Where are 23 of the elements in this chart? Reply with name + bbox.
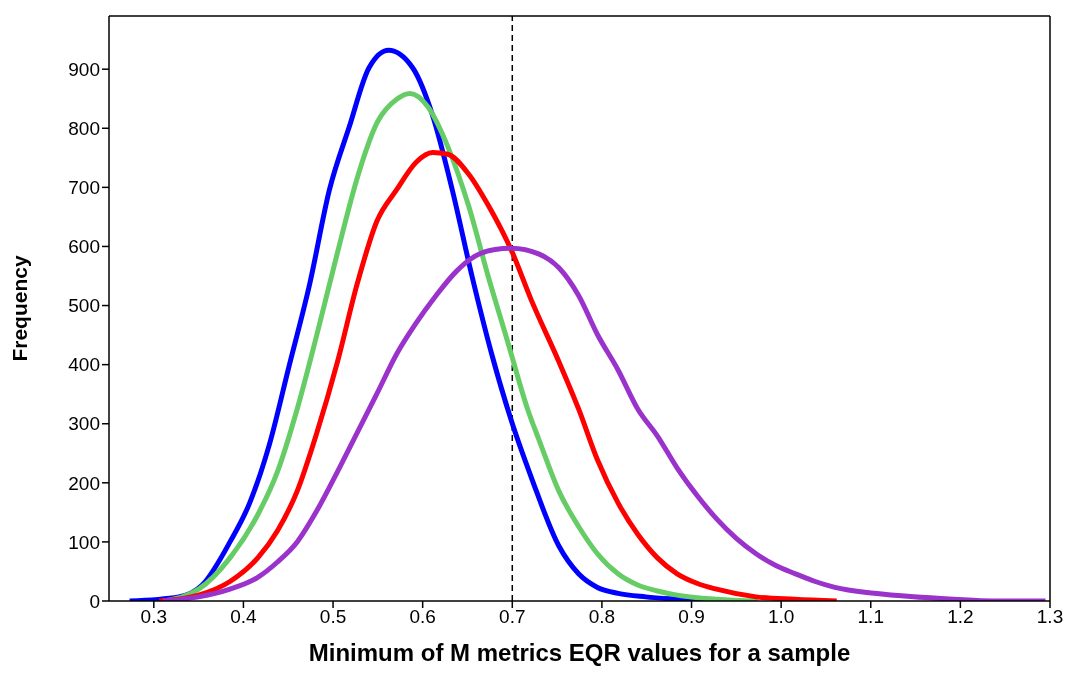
y-tick-label: 0 — [89, 590, 100, 612]
y-tick-label: 700 — [68, 177, 100, 199]
y-tick-label: 300 — [68, 413, 100, 435]
x-tick-label: 1.3 — [1036, 606, 1064, 628]
y-tick-label: 500 — [68, 295, 100, 317]
x-tick-label: 0.3 — [140, 606, 168, 628]
x-tick-label: 0.4 — [230, 606, 258, 628]
y-axis-title: Frequency — [8, 255, 32, 362]
y-tick-label: 200 — [68, 472, 100, 494]
x-tick-label: 0.8 — [588, 606, 616, 628]
x-tick-label: 1.2 — [947, 606, 974, 628]
x-tick-label: 1.0 — [767, 606, 795, 628]
y-tick-label: 800 — [68, 118, 100, 140]
y-tick-label: 600 — [68, 236, 100, 258]
y-tick-label: 900 — [68, 58, 100, 80]
x-axis-title: Minimum of M metrics EQR values for a sample — [308, 639, 851, 666]
x-tick-label: 0.5 — [319, 606, 347, 628]
x-tick-label: 1.1 — [857, 606, 884, 628]
y-tick-label: 100 — [68, 531, 100, 553]
x-tick-label: 0.7 — [499, 606, 526, 628]
x-tick-label: 0.9 — [678, 606, 705, 628]
x-tick-label: 0.6 — [409, 606, 436, 628]
y-tick-label: 400 — [68, 354, 100, 376]
